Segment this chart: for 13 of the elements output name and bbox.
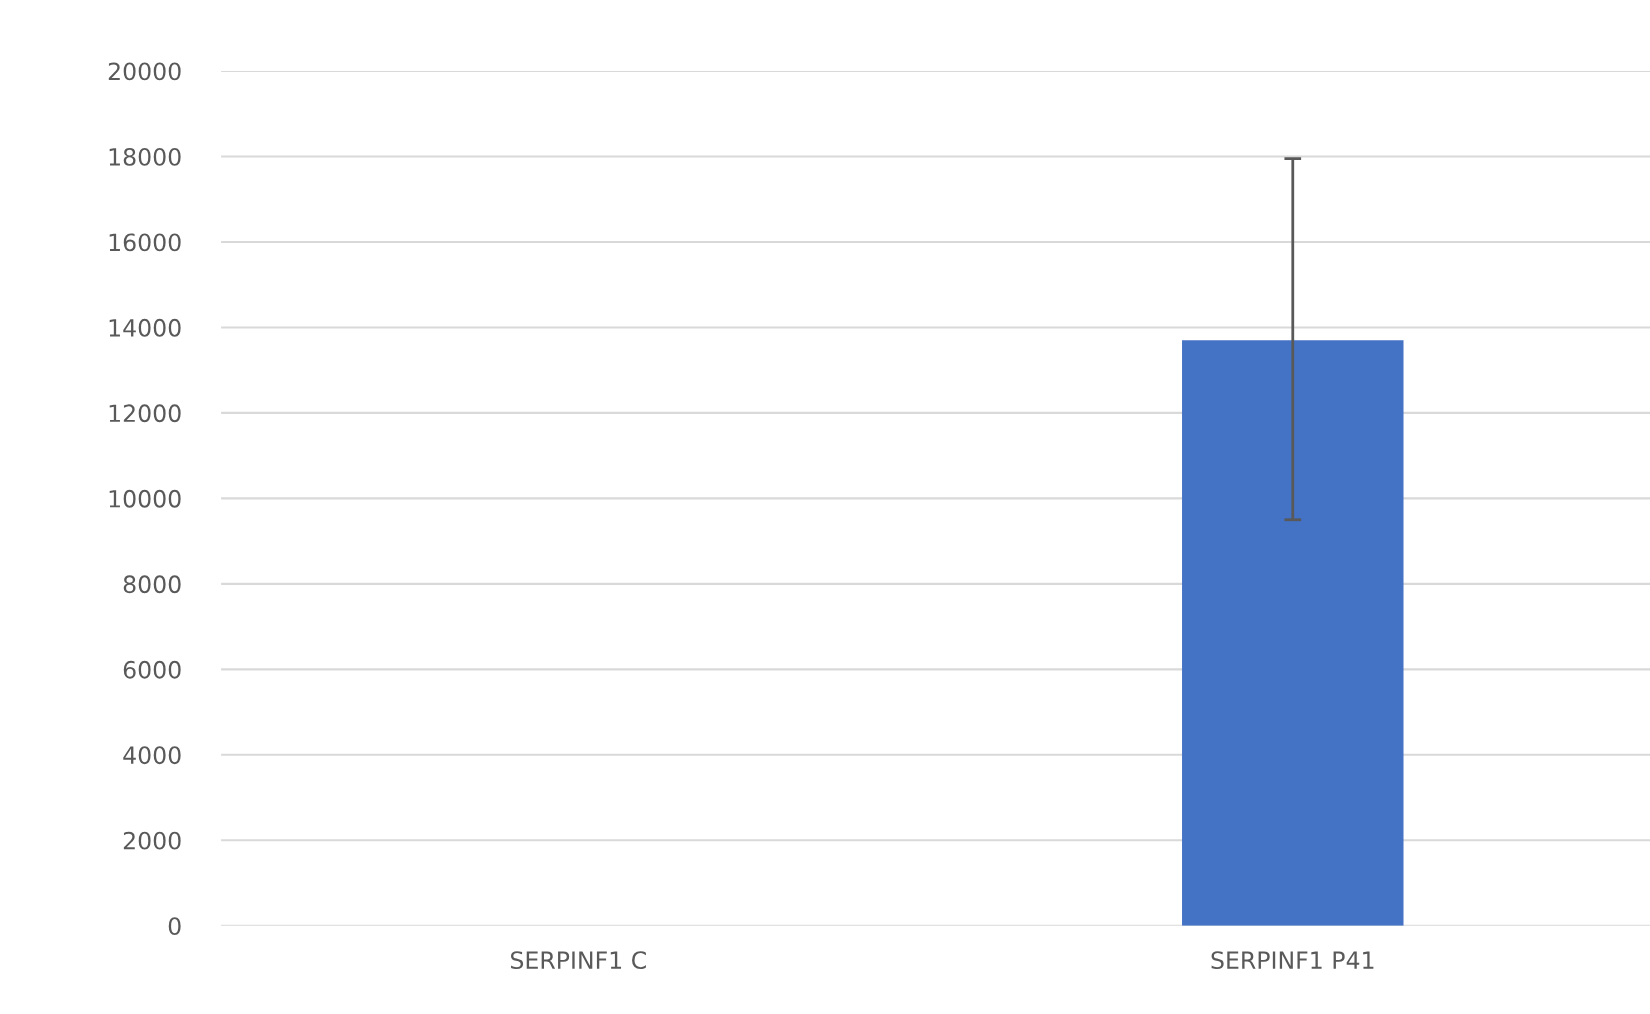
y-tick-label: 20000 <box>108 62 181 81</box>
y-tick-label: 18000 <box>109 147 181 166</box>
y-tick-label: 10000 <box>109 489 181 508</box>
y-tick-label: 14000 <box>109 318 181 337</box>
y-tick-label: 4000 <box>123 746 181 765</box>
y-tick-label: 12000 <box>109 404 181 423</box>
x-tick-label: SERPINF1 P41 <box>1211 951 1374 970</box>
y-tick-label: 2000 <box>123 831 181 850</box>
y-tick-label: 0 <box>168 917 181 936</box>
x-tick-label: SERPINF1 C <box>510 951 646 970</box>
y-tick-label: 6000 <box>123 660 181 679</box>
y-tick-label: 16000 <box>109 233 181 252</box>
y-tick-label: 8000 <box>123 575 181 594</box>
